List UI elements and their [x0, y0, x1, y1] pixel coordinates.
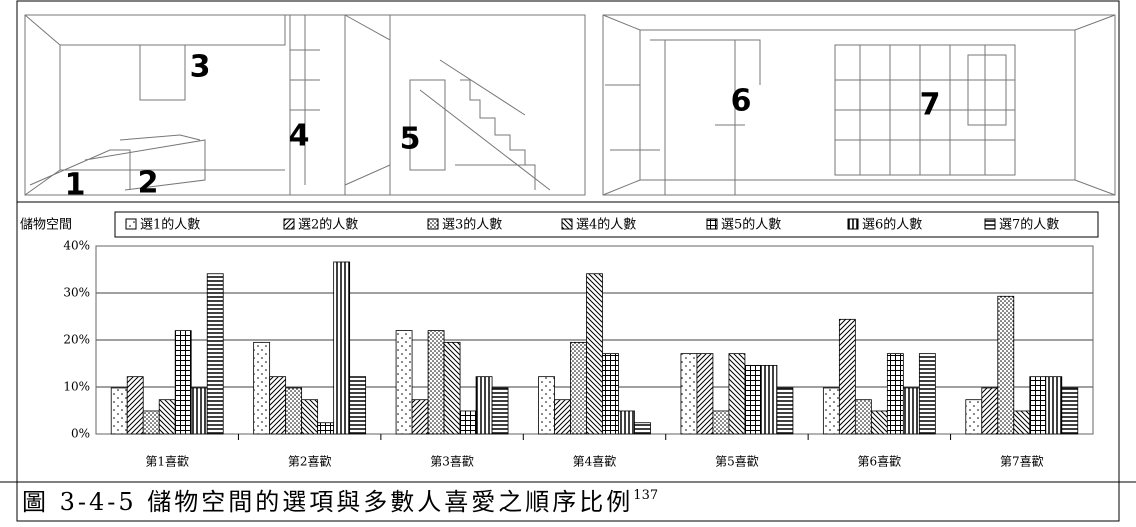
sketch-label: 5	[400, 122, 421, 157]
legend-swatch	[283, 218, 295, 230]
sketch-label: 1	[65, 168, 86, 203]
bar	[1013, 410, 1031, 435]
bar	[158, 399, 176, 435]
bar	[776, 387, 794, 435]
bar	[1045, 376, 1063, 435]
legend-swatch	[984, 218, 996, 230]
bar	[712, 410, 730, 435]
sketch-label: 3	[190, 50, 211, 85]
bar	[744, 364, 762, 435]
bar	[427, 330, 445, 435]
caption: 圖 3-4-5 儲物空間的選項與多數人喜愛之順序比例137	[22, 488, 658, 516]
room-sketch	[24, 14, 1116, 196]
bar	[997, 295, 1015, 435]
y-axis-label: 儲物空間	[20, 218, 72, 233]
bar	[285, 387, 303, 435]
legend-label: 選3的人數	[442, 217, 502, 233]
bar	[110, 387, 128, 435]
bar	[634, 422, 651, 435]
bar	[838, 318, 856, 435]
bar	[443, 341, 461, 435]
legend-label: 選7的人數	[999, 217, 1059, 233]
legend-box	[114, 211, 1099, 238]
bar	[854, 399, 872, 435]
y-tick-label: 20%	[63, 333, 90, 347]
bar	[126, 376, 144, 435]
bar	[1029, 376, 1047, 435]
bar	[269, 376, 287, 435]
bar	[680, 353, 698, 435]
y-tick-label: 10%	[63, 380, 90, 394]
legend-label: 選2的人數	[298, 217, 358, 233]
bar	[349, 376, 367, 435]
x-tick-label: 第2喜歡	[288, 454, 332, 469]
bar	[728, 353, 746, 435]
legend-swatch	[706, 218, 718, 230]
bar	[301, 399, 319, 435]
bar	[190, 387, 208, 435]
bar	[317, 422, 335, 435]
x-tick-label: 第7喜歡	[1000, 454, 1044, 469]
legend-label: 選1的人數	[140, 217, 200, 233]
bar	[174, 330, 192, 435]
bar	[554, 399, 571, 435]
bar	[902, 387, 920, 435]
legend-swatch	[847, 218, 859, 230]
bar	[965, 399, 983, 435]
bar	[538, 376, 555, 435]
bar	[822, 387, 840, 435]
bar	[206, 273, 224, 435]
legend-swatch	[427, 218, 439, 230]
x-tick-label: 第4喜歡	[573, 454, 617, 469]
bar	[696, 353, 714, 435]
y-tick-label: 40%	[63, 239, 90, 253]
legend-label: 選4的人數	[576, 217, 636, 233]
legend-label: 選5的人數	[721, 217, 781, 233]
sketch-label: 4	[289, 119, 310, 154]
bar	[618, 410, 635, 435]
bar	[395, 330, 413, 435]
bar	[981, 387, 999, 435]
legend-swatch	[125, 218, 137, 230]
bar	[1061, 387, 1079, 435]
x-tick-label: 第5喜歡	[715, 454, 759, 469]
bar	[491, 387, 509, 435]
bar	[870, 410, 888, 435]
bar	[570, 341, 587, 435]
bar	[142, 410, 160, 435]
y-tick-label: 30%	[63, 286, 90, 300]
y-tick-label: 0%	[71, 427, 90, 441]
legend-label: 選6的人數	[862, 217, 922, 233]
bar	[333, 261, 351, 435]
frame	[16, 0, 1120, 522]
bar	[411, 399, 429, 435]
caption-text: 圖 3-4-5 儲物空間的選項與多數人喜愛之順序比例	[22, 488, 633, 516]
bar	[602, 353, 619, 435]
legend-swatch	[561, 218, 573, 230]
x-tick-label: 第1喜歡	[145, 454, 189, 469]
x-tick-label: 第3喜歡	[430, 454, 474, 469]
bar	[475, 376, 493, 435]
bar	[253, 341, 271, 435]
bar	[760, 364, 778, 435]
sketch-label: 6	[731, 84, 752, 119]
bar	[886, 353, 904, 435]
bar	[918, 353, 936, 435]
x-tick-label: 第6喜歡	[858, 454, 902, 469]
caption-footnote: 137	[633, 488, 658, 503]
sketch-label: 7	[920, 88, 941, 123]
bar	[459, 410, 477, 435]
bar	[586, 273, 603, 435]
sketch-label: 2	[138, 166, 159, 201]
